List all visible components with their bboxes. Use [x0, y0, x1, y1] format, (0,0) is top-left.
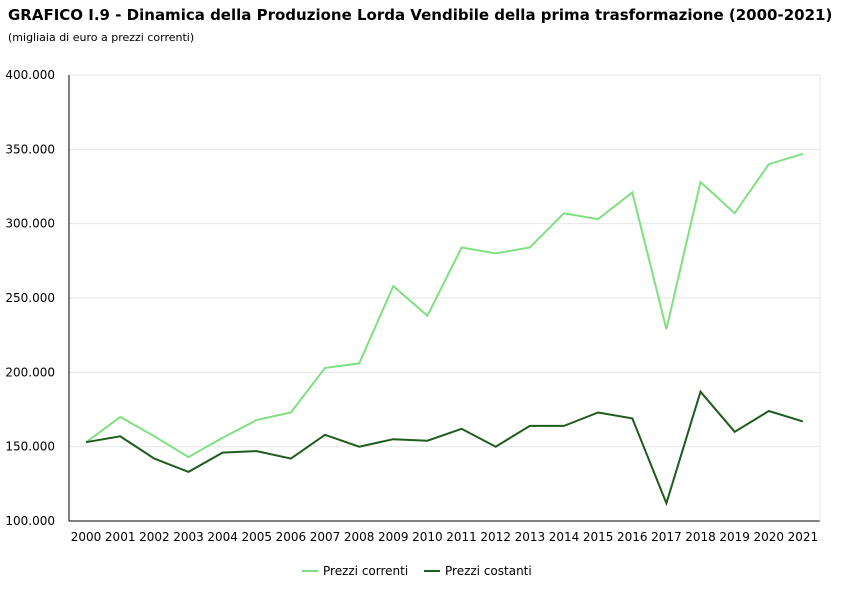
x-tick-label: 2003 [173, 530, 204, 544]
x-tick-label: 2017 [651, 530, 682, 544]
legend: Prezzi correnti Prezzi costanti [302, 564, 532, 578]
x-tick-label: 2014 [549, 530, 580, 544]
x-tick-label: 2001 [105, 530, 136, 544]
x-tick-label: 2016 [617, 530, 648, 544]
x-tick-label: 2011 [446, 530, 477, 544]
x-tick-label: 2021 [788, 530, 819, 544]
x-tick-label: 2019 [719, 530, 750, 544]
axes [68, 75, 821, 522]
series-line-2 [85, 389, 804, 507]
gridlines [69, 74, 820, 448]
x-tick-label: 2018 [685, 530, 716, 544]
x-tick-label: 2007 [310, 530, 341, 544]
y-tick-label: 200.000 [5, 365, 55, 379]
legend-label: Prezzi correnti [323, 564, 408, 578]
x-tick-label: 2012 [480, 530, 511, 544]
x-tick-label: 2004 [207, 530, 238, 544]
y-tick-label: 100.000 [5, 514, 55, 528]
x-tick-label: 2009 [378, 530, 409, 544]
chart-subtitle: (migliaia di euro a prezzi correnti) [8, 31, 195, 44]
x-tick-label: 2000 [71, 530, 102, 544]
y-tick-label: 300.000 [5, 217, 55, 231]
y-tick-label: 150.000 [5, 440, 55, 454]
x-tick-label: 2013 [515, 530, 546, 544]
x-tick-label: 2010 [412, 530, 443, 544]
series-line-1 [85, 152, 804, 459]
x-tick-label: 2020 [754, 530, 785, 544]
x-tick-label: 2002 [139, 530, 170, 544]
x-axis-ticks: 2000 2001 2002 2003 2004 2005 2006 2007 2008 2009… [71, 530, 818, 544]
chart-title: GRAFICO I.9 - Dinamica della Produzione … [8, 6, 833, 24]
x-tick-label: 2008 [344, 530, 375, 544]
y-tick-label: 250.000 [5, 291, 55, 305]
x-tick-label: 2006 [276, 530, 307, 544]
y-axis-ticks: 100.000 150.000 200.000 250.000 300.000 350.0… [5, 68, 55, 528]
x-tick-label: 2015 [583, 530, 614, 544]
y-tick-label: 350.000 [5, 142, 55, 156]
legend-label: Prezzi costanti [445, 564, 532, 578]
series-lines [85, 152, 804, 507]
y-tick-label: 400.000 [5, 68, 55, 82]
x-tick-label: 2005 [241, 530, 272, 544]
